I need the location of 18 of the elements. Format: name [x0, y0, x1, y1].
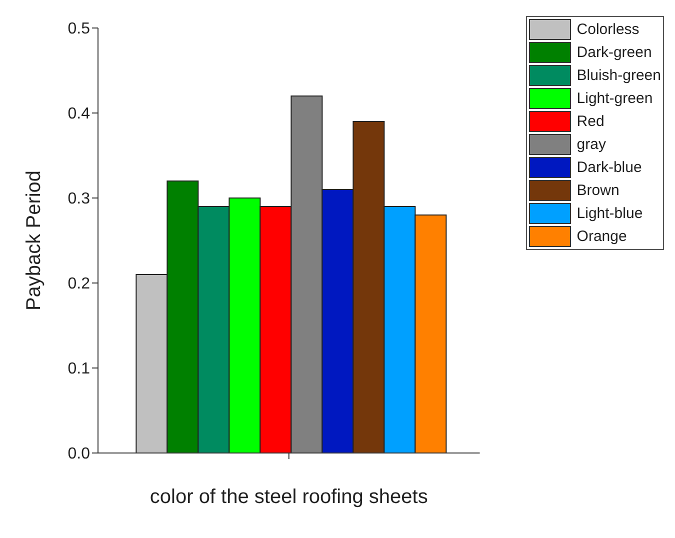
y-tick-label: 0.4 — [68, 106, 90, 123]
y-tick-label: 0.0 — [68, 446, 90, 463]
y-tick-label: 0.3 — [68, 190, 90, 208]
legend-label: Dark-green — [576, 44, 652, 61]
legend-label: Red — [576, 113, 604, 130]
legend-label: Dark-blue — [576, 159, 642, 176]
legend-label: Orange — [576, 228, 627, 245]
y-tick-label: 0.2 — [68, 276, 90, 293]
legend-label: gray — [576, 136, 606, 153]
y-axis-title: Payback Period — [23, 170, 46, 311]
y-tick-label: 0.5 — [68, 20, 90, 38]
y-tick-label: 0.1 — [68, 360, 90, 378]
legend-label: Colorless — [576, 21, 640, 38]
legend-label: Light-blue — [576, 205, 643, 222]
legend-label: Light-green — [576, 90, 653, 107]
legend-label: Brown — [576, 182, 620, 199]
x-axis-title: color of the steel roofing sheets — [150, 486, 428, 508]
legend-label: Bluish-green — [576, 67, 661, 84]
